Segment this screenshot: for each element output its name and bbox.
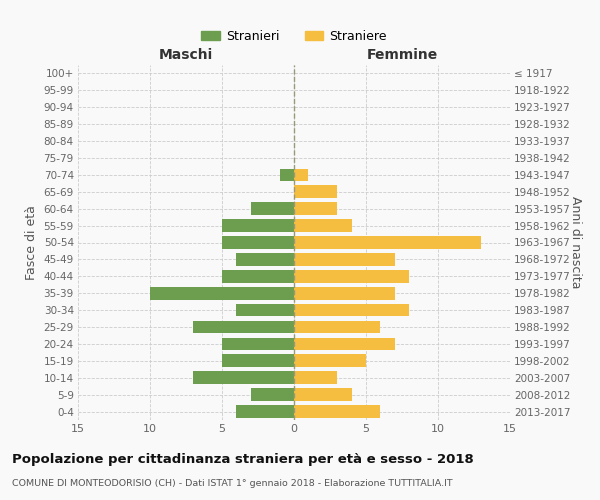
Bar bbox=[236, 405, 294, 418]
Text: COMUNE DI MONTEODORISIO (CH) - Dati ISTAT 1° gennaio 2018 - Elaborazione TUTTITA: COMUNE DI MONTEODORISIO (CH) - Dati ISTA… bbox=[12, 479, 452, 488]
Bar bbox=[294, 168, 308, 181]
Bar bbox=[294, 270, 409, 282]
Bar bbox=[222, 354, 294, 367]
Bar bbox=[251, 202, 294, 215]
Bar bbox=[294, 253, 395, 266]
Bar bbox=[236, 304, 294, 316]
Bar bbox=[193, 320, 294, 334]
Bar bbox=[294, 372, 337, 384]
Bar bbox=[294, 405, 380, 418]
Bar bbox=[294, 338, 395, 350]
Text: Maschi: Maschi bbox=[159, 48, 213, 62]
Text: Popolazione per cittadinanza straniera per età e sesso - 2018: Popolazione per cittadinanza straniera p… bbox=[12, 452, 474, 466]
Y-axis label: Fasce di età: Fasce di età bbox=[25, 205, 38, 280]
Bar bbox=[280, 168, 294, 181]
Legend: Stranieri, Straniere: Stranieri, Straniere bbox=[196, 25, 392, 48]
Bar bbox=[193, 372, 294, 384]
Bar bbox=[294, 202, 337, 215]
Bar bbox=[294, 287, 395, 300]
Bar bbox=[222, 270, 294, 282]
Bar bbox=[251, 388, 294, 401]
Bar bbox=[294, 304, 409, 316]
Bar bbox=[294, 354, 366, 367]
Bar bbox=[294, 186, 337, 198]
Bar bbox=[222, 220, 294, 232]
Bar bbox=[150, 287, 294, 300]
Y-axis label: Anni di nascita: Anni di nascita bbox=[569, 196, 582, 289]
Text: Femmine: Femmine bbox=[367, 48, 437, 62]
Bar bbox=[294, 388, 352, 401]
Bar bbox=[222, 338, 294, 350]
Bar bbox=[222, 236, 294, 249]
Bar bbox=[294, 236, 481, 249]
Bar bbox=[294, 220, 352, 232]
Bar bbox=[236, 253, 294, 266]
Bar bbox=[294, 320, 380, 334]
